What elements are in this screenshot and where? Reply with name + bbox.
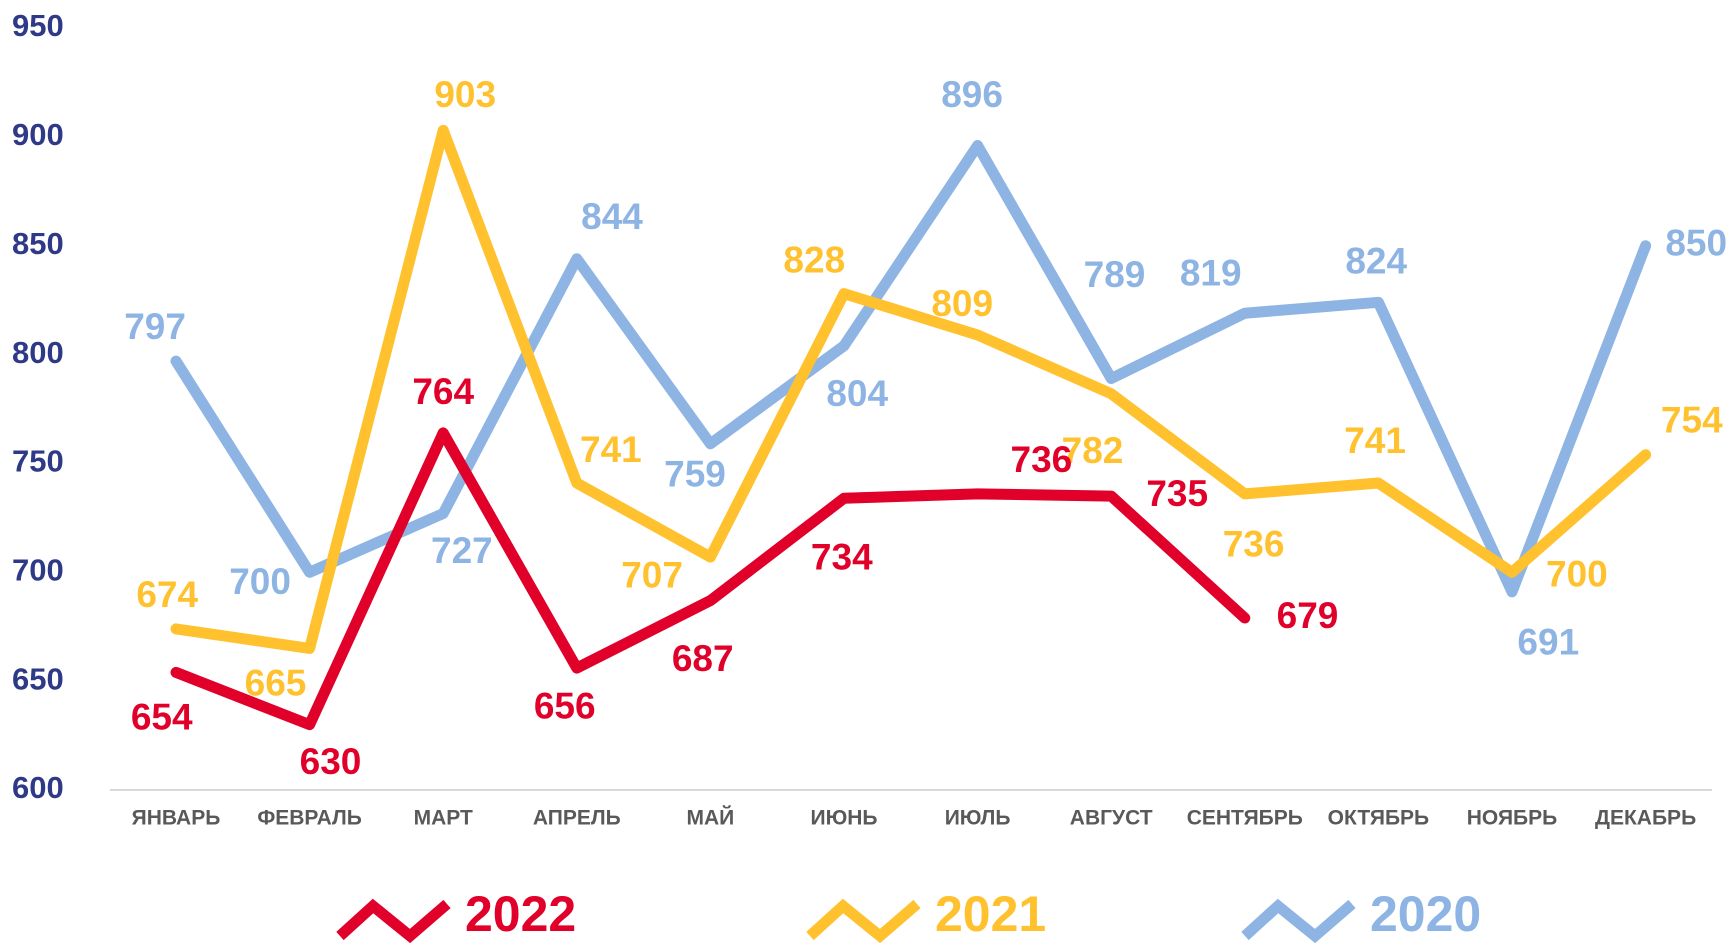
data-label: 824 [1345, 241, 1407, 282]
data-label: 687 [672, 638, 734, 679]
data-label: 734 [811, 537, 873, 578]
data-label: 759 [664, 454, 726, 495]
data-label: 844 [581, 196, 643, 237]
data-label: 654 [131, 697, 193, 738]
data-label: 896 [941, 74, 1003, 115]
data-label: 754 [1661, 400, 1723, 441]
series-line [170, 124, 1652, 654]
data-label: 741 [580, 429, 642, 470]
legend-label: 2020 [1370, 886, 1481, 942]
y-tick-label: 900 [12, 117, 64, 152]
y-tick-label: 700 [12, 552, 64, 587]
data-label: 741 [1344, 420, 1406, 461]
x-tick-label: МАРТ [414, 807, 473, 830]
legend-icon [336, 898, 451, 944]
data-label: 679 [1277, 595, 1339, 636]
x-tick-label: АВГУСТ [1070, 807, 1153, 830]
legend-icon [806, 898, 921, 944]
data-label: 782 [1062, 430, 1124, 471]
series-line [170, 427, 1251, 731]
x-tick-label: АПРЕЛЬ [533, 807, 621, 830]
x-tick-label: ИЮНЬ [810, 807, 877, 830]
data-label: 700 [229, 561, 291, 602]
series-line [170, 140, 1652, 598]
y-tick-label: 950 [12, 8, 64, 43]
data-label: 736 [1223, 523, 1285, 564]
data-label: 797 [124, 306, 186, 347]
legend-label: 2021 [935, 886, 1046, 942]
x-tick-label: ИЮЛЬ [945, 807, 1011, 830]
y-tick-label: 650 [12, 661, 64, 696]
data-label: 656 [534, 686, 596, 727]
x-tick-label: ФЕВРАЛЬ [257, 807, 362, 830]
data-label: 804 [826, 373, 888, 414]
y-tick-label: 600 [12, 770, 64, 805]
data-label: 764 [412, 371, 474, 412]
data-label: 727 [431, 530, 493, 571]
legend-icon [1241, 898, 1356, 944]
y-tick-label: 750 [12, 444, 64, 479]
x-tick-label: МАЙ [687, 806, 735, 830]
data-label: 828 [783, 240, 845, 281]
y-tick-label: 850 [12, 226, 64, 261]
y-tick-label: 800 [12, 335, 64, 370]
legend-label: 2022 [465, 886, 576, 942]
data-label: 707 [621, 555, 683, 596]
x-tick-label: НОЯБРЬ [1467, 807, 1558, 830]
x-tick-label: ЯНВАРЬ [132, 807, 221, 830]
data-label: 700 [1546, 553, 1608, 594]
x-tick-label: СЕНТЯБРЬ [1187, 807, 1303, 830]
data-label: 819 [1180, 253, 1242, 294]
data-label: 691 [1517, 621, 1579, 662]
data-label: 630 [300, 741, 362, 782]
data-label: 809 [931, 283, 993, 324]
x-tick-label: ДЕКАБРЬ [1595, 807, 1696, 830]
data-label: 735 [1146, 473, 1208, 514]
data-label: 674 [136, 574, 198, 615]
data-label: 789 [1084, 254, 1146, 295]
data-label: 736 [1011, 439, 1073, 480]
data-label: 903 [434, 74, 496, 115]
data-label: 850 [1665, 222, 1727, 263]
x-tick-label: ОКТЯБРЬ [1328, 807, 1430, 830]
data-label: 665 [245, 663, 307, 704]
